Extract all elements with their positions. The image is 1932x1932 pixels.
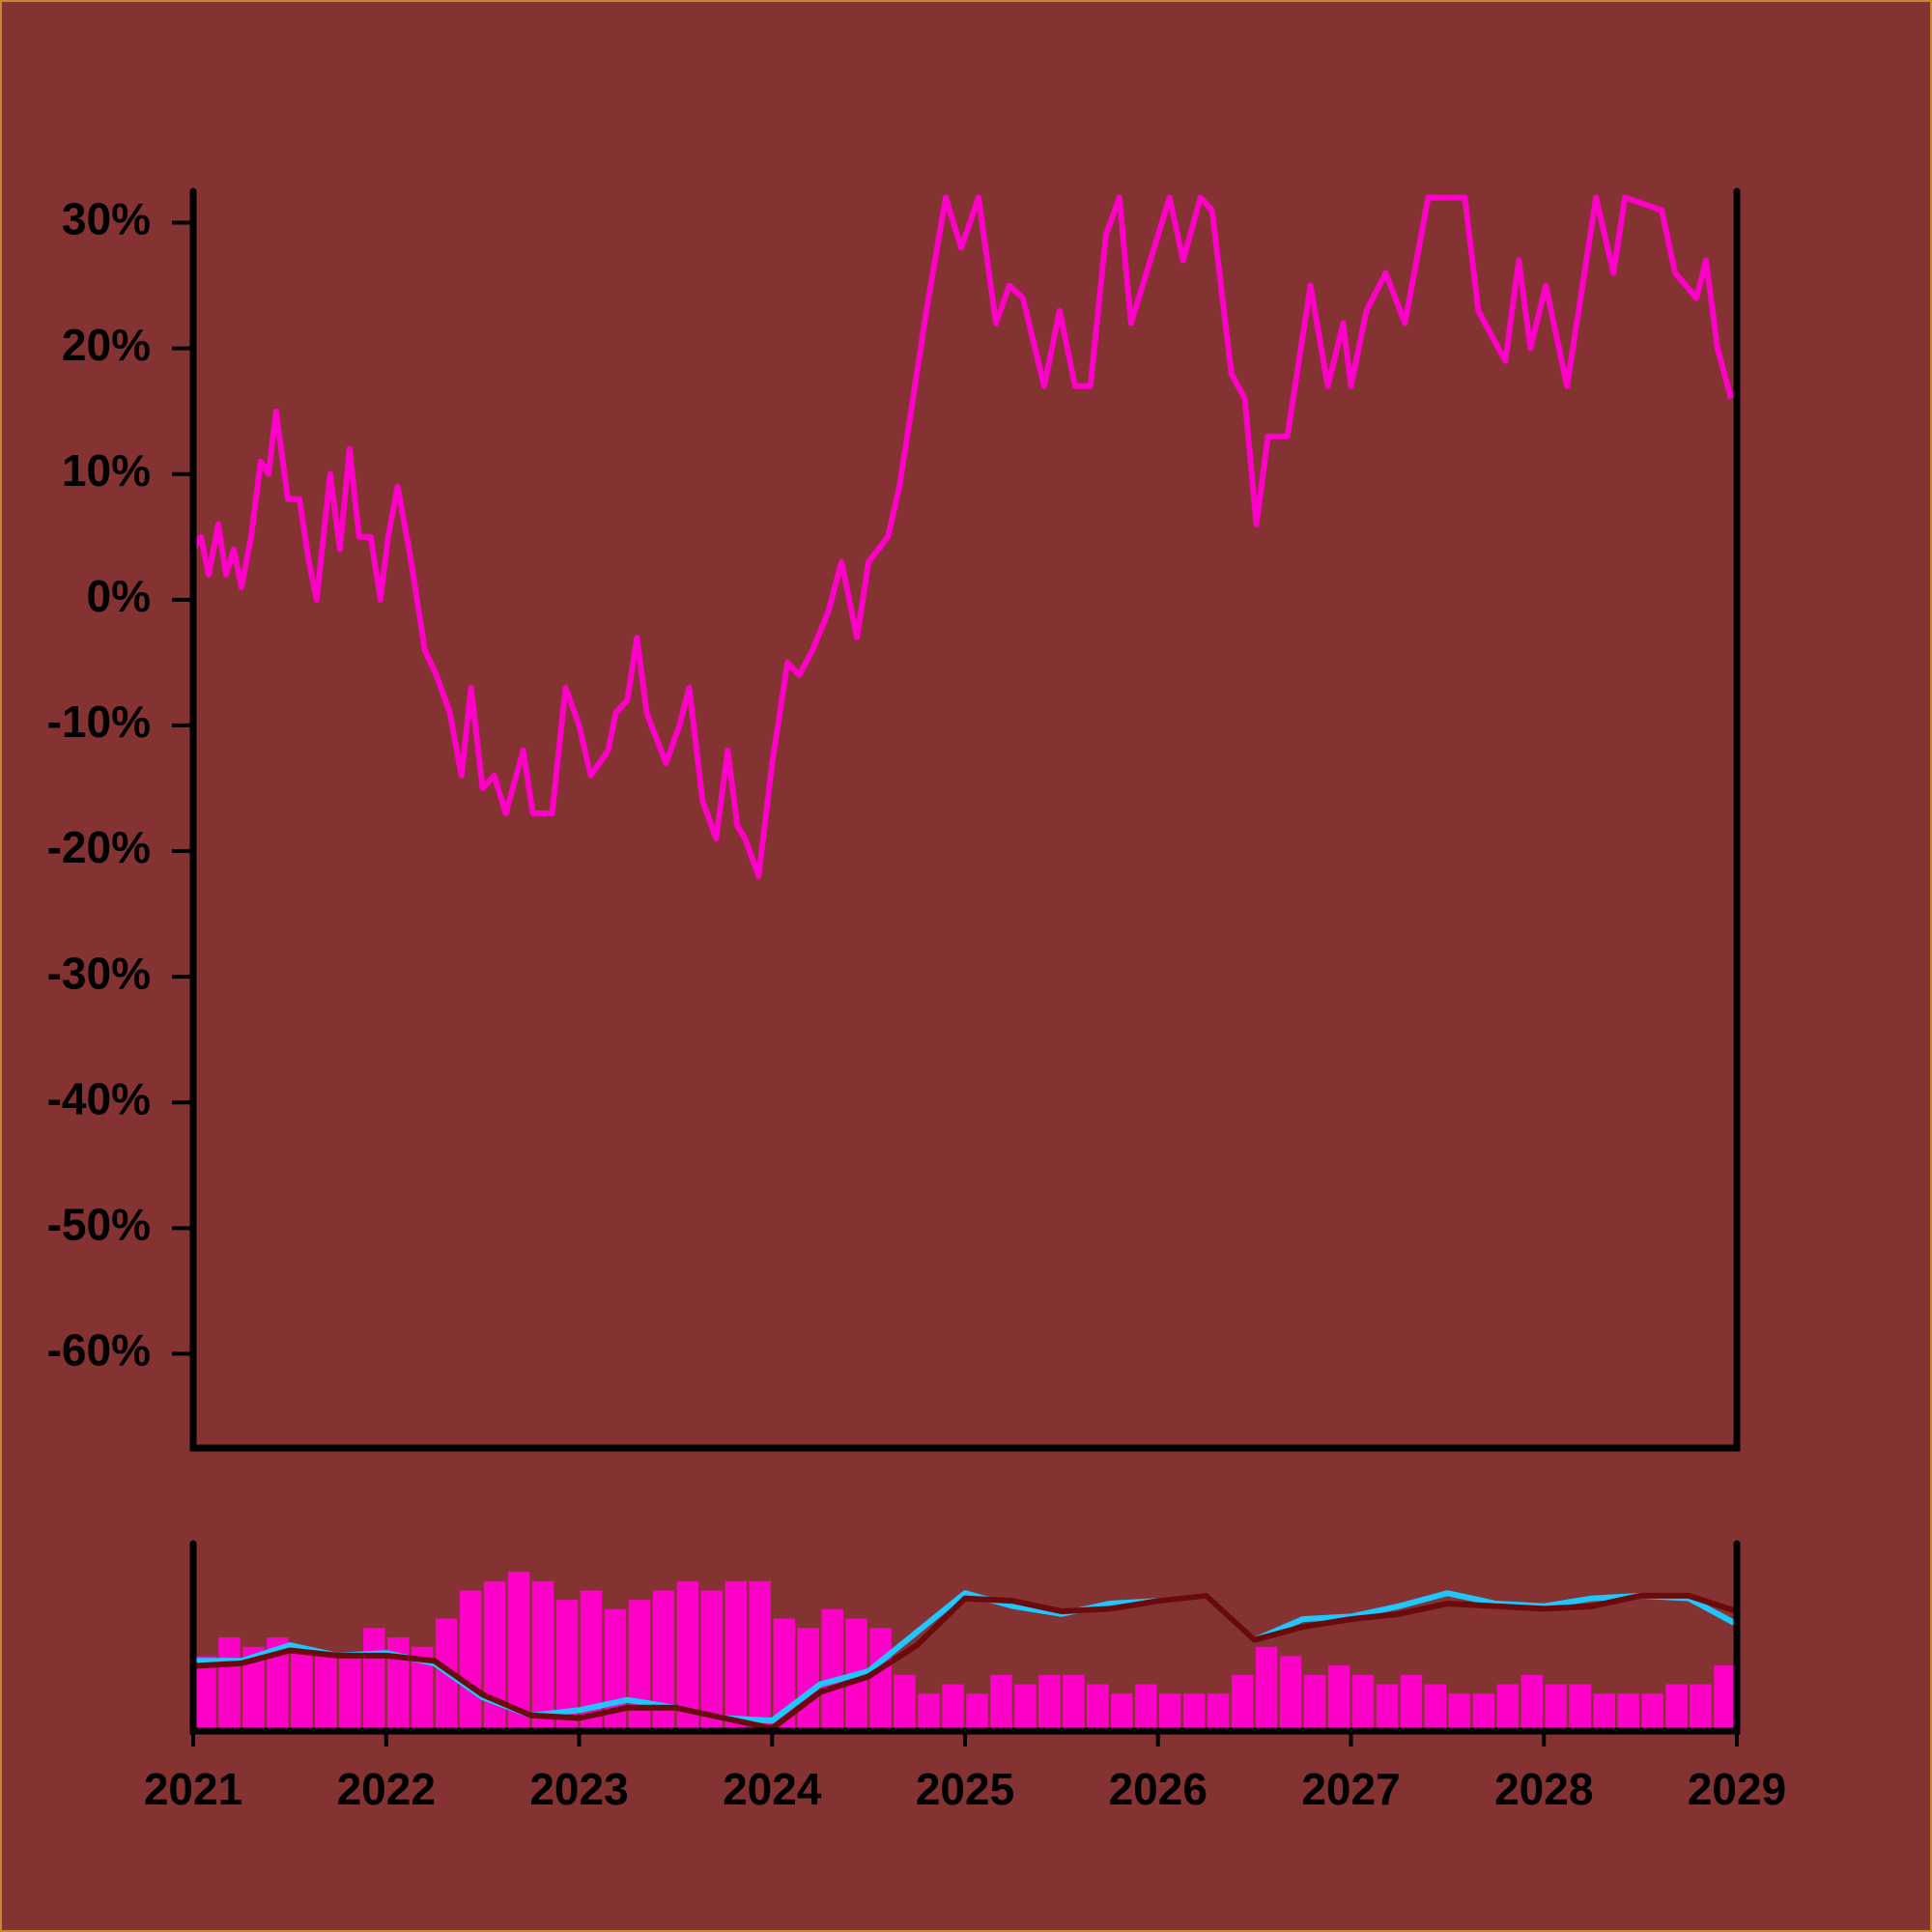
y-tick-label: 10%	[62, 445, 151, 496]
average-line	[193, 1592, 1737, 1731]
volume-bar	[1545, 1684, 1567, 1731]
volume-bar	[1158, 1693, 1181, 1731]
volume-bar	[942, 1684, 964, 1731]
y-tick-label: -60%	[47, 1325, 151, 1376]
volume-bar	[339, 1656, 361, 1731]
price-line	[193, 194, 1734, 879]
volume-bar	[966, 1693, 988, 1731]
volume-bar	[1448, 1693, 1471, 1731]
volume-bar	[315, 1656, 337, 1731]
volume-bar	[1135, 1684, 1157, 1731]
x-tick-label: 2027	[1301, 1764, 1400, 1814]
volume-bar	[580, 1590, 603, 1731]
volume-bar	[1255, 1646, 1278, 1731]
main-axes	[189, 187, 1741, 1452]
volume-bar	[749, 1580, 772, 1731]
volume-bar	[483, 1580, 506, 1731]
volume-bar	[1641, 1693, 1663, 1731]
volume-bar	[1038, 1674, 1061, 1731]
volume-bar	[194, 1656, 216, 1731]
volume-bar	[1593, 1693, 1615, 1731]
volume-bar	[1665, 1684, 1688, 1731]
volume-bar	[531, 1580, 554, 1731]
volume-bar	[1424, 1684, 1447, 1731]
volume-bar	[459, 1590, 482, 1731]
volume-bar	[507, 1572, 530, 1731]
volume-bar	[411, 1646, 434, 1731]
volume-bar	[676, 1580, 699, 1731]
volume-bar	[363, 1628, 385, 1731]
volume-bar	[555, 1600, 579, 1731]
volume-bar	[869, 1628, 892, 1731]
x-tick-label: 2022	[337, 1764, 436, 1814]
volume-bar	[1617, 1693, 1639, 1731]
volume-bar	[1472, 1693, 1495, 1731]
volume-bar	[1182, 1693, 1206, 1731]
volume-bar	[291, 1646, 313, 1731]
y-tick-label: -40%	[47, 1073, 151, 1123]
volume-bar	[1014, 1684, 1037, 1731]
y-tick-label: 20%	[62, 320, 151, 370]
volume-bar	[242, 1646, 265, 1731]
x-tick-label: 2024	[723, 1764, 822, 1814]
volume-bar	[1279, 1656, 1302, 1731]
volume-bar	[1714, 1665, 1736, 1731]
volume-bar	[1376, 1684, 1399, 1731]
volume-bar	[1496, 1684, 1520, 1731]
volume-bar	[1207, 1693, 1230, 1731]
y-tick-label: -50%	[47, 1199, 151, 1249]
volume-bar	[1111, 1693, 1133, 1731]
volume-bar	[1351, 1674, 1375, 1731]
x-tick-label: 2021	[144, 1764, 242, 1814]
y-tick-label: 30%	[62, 194, 151, 244]
x-tick-label: 2025	[916, 1764, 1014, 1814]
x-tick-label: 2028	[1494, 1764, 1593, 1814]
volume-bar	[773, 1618, 795, 1731]
volume-bar	[218, 1637, 241, 1731]
x-tick-label: 2029	[1688, 1764, 1786, 1814]
volume-bar	[724, 1580, 748, 1731]
volume-bar	[1303, 1674, 1326, 1731]
volume-bar	[894, 1674, 916, 1731]
volume-bar	[628, 1600, 651, 1731]
volume-bar	[990, 1674, 1012, 1731]
y-tick-label: -10%	[47, 696, 151, 747]
y-tick-label: -30%	[47, 948, 151, 998]
lower-axes	[189, 1540, 1741, 1735]
volume-bar	[1520, 1674, 1544, 1731]
volume-bar	[386, 1637, 410, 1731]
y-tick-label: -20%	[47, 822, 151, 872]
x-tick-label: 2023	[529, 1764, 628, 1814]
volume-bar	[1400, 1674, 1423, 1731]
volume-bar	[821, 1608, 843, 1731]
x-tick-label: 2026	[1109, 1764, 1208, 1814]
volume-bar	[1087, 1684, 1109, 1731]
main-plot	[193, 194, 1734, 879]
volume-bar	[1231, 1674, 1254, 1731]
volume-bar	[652, 1590, 675, 1731]
volume-bar	[797, 1628, 819, 1731]
volume-bar	[267, 1637, 289, 1731]
volume-bar	[1690, 1684, 1712, 1731]
volume-bar	[918, 1693, 940, 1731]
volume-bar	[1063, 1674, 1085, 1731]
y-tick-label: 0%	[87, 571, 151, 621]
volume-bar	[1327, 1665, 1350, 1731]
volume-bar	[700, 1590, 724, 1731]
volume-bar	[1569, 1684, 1591, 1731]
lower-plot	[193, 1572, 1737, 1731]
